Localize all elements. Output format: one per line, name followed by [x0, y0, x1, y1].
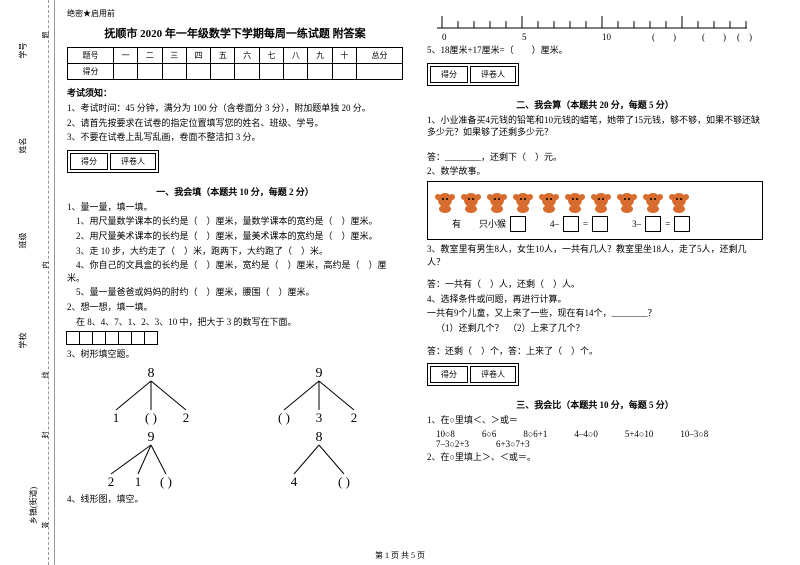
- q2: 2、想一想，填一填。: [67, 301, 403, 314]
- score-box-cell: 评卷人: [470, 66, 516, 83]
- tree-diagrams-2: 9 2 1 ( ) 8 4 ( ): [67, 429, 403, 489]
- q1-line: 1、用尺量数学课本的长约是（ ）厘米，量数学课本的宽约是（ ）厘米。: [67, 215, 403, 228]
- s2-q3: 3、教室里有男生8人，女生10人，一共有几人？教室里坐18人，走了5人，还剩几人…: [427, 243, 763, 268]
- svg-text:( ): ( ): [145, 410, 157, 425]
- dash-label: 答: [41, 522, 51, 529]
- s2-q4-line: 一共有9个儿童，又上来了一些，现在有14个，________？: [427, 307, 763, 320]
- svg-text:( ): ( ): [160, 474, 172, 489]
- compare-row: 10○86○68○6+14–4○05+4○1010–3○87–3○2+36+3○…: [427, 429, 763, 449]
- tree-4: 8 4 ( ): [264, 429, 374, 489]
- answer-boxes: [67, 331, 403, 345]
- s2-q4-ans: 答：还剩（ ）个，答：上来了（ ）个。: [427, 345, 763, 358]
- score-box-cell: 得分: [70, 153, 108, 170]
- q1-line: 3、走 10 步，大约走了（ ）米，跑两下，大约跑了（ ）米。: [67, 245, 403, 258]
- svg-text:2: 2: [183, 410, 190, 425]
- q1: 1、量一量，填一填。: [67, 201, 403, 214]
- secrecy-tag: 绝密★启用前: [67, 8, 403, 19]
- svg-text:8: 8: [148, 366, 155, 381]
- score-box-cell: 得分: [430, 66, 468, 83]
- s3-q1: 1、在○里填＜、＞或＝: [427, 414, 763, 427]
- score-box-cell: 得分: [430, 366, 468, 383]
- svg-text:0: 0: [442, 32, 447, 42]
- dash-label: 封: [41, 432, 51, 439]
- svg-text:5: 5: [522, 32, 527, 42]
- section-1-title: 一、我会填（本题共 10 分，每题 2 分）: [67, 185, 403, 198]
- q1-line: 5、量一量爸爸或妈妈的肘约（ ）厘米，腰围（ ）厘米。: [67, 286, 403, 299]
- blank-box: [510, 216, 526, 232]
- s2-q1: 1、小业准备买4元钱的铅笔和10元钱的蜡笔，她带了15元钱，够不够，如果不够还缺…: [427, 114, 763, 139]
- ruler-diagram: 0 5 10 ( ) ( ) ( ): [427, 8, 757, 42]
- monkey-equation: 有 只小猴 4– = 3– =: [432, 216, 758, 232]
- section-3-title: 三、我会比（本题共 10 分，每题 5 分）: [427, 398, 763, 411]
- svg-text:( ): ( ): [737, 32, 752, 42]
- svg-text:2: 2: [351, 410, 358, 425]
- svg-text:9: 9: [316, 366, 323, 381]
- s3-q2: 2、在○里填上＞、＜或＝。: [427, 451, 763, 464]
- s2-q4-opts: （1）还剩几个？ （2）上来了几个？: [427, 322, 763, 335]
- notice-title: 考试须知：: [67, 86, 403, 99]
- monkey-row: [432, 189, 758, 213]
- svg-text:( ): ( ): [702, 32, 726, 42]
- dash-line: [48, 0, 49, 565]
- right-column: 0 5 10 ( ) ( ) ( ) 5、18厘米+17厘米=（ ）厘米。 得分…: [415, 0, 775, 565]
- tree-3: 9 2 1 ( ): [96, 429, 206, 489]
- q5: 5、18厘米+17厘米=（ ）厘米。: [427, 44, 763, 57]
- dash-label: 线: [41, 372, 51, 379]
- svg-text:9: 9: [148, 430, 155, 445]
- tree-2: 9 ( ) 3 2: [264, 365, 374, 425]
- svg-text:( ): ( ): [338, 474, 350, 489]
- s2-q2: 2、数学故事。: [427, 165, 763, 178]
- svg-text:( ): ( ): [652, 32, 676, 42]
- score-box: 得分 评卷人: [427, 363, 519, 386]
- score-box: 得分 评卷人: [67, 150, 159, 173]
- svg-text:8: 8: [316, 430, 323, 445]
- notice-line: 3、不要在试卷上乱写乱画，卷面不整洁扣 3 分。: [67, 131, 403, 144]
- svg-text:10: 10: [602, 32, 612, 42]
- svg-text:1: 1: [135, 474, 142, 489]
- monkey-box: 有 只小猴 4– = 3– =: [427, 181, 763, 240]
- svg-text:( ): ( ): [278, 410, 290, 425]
- score-box-cell: 评卷人: [110, 153, 156, 170]
- s2-q4: 4、选择条件或问题，再进行计算。: [427, 293, 763, 306]
- eq-text: 4–: [550, 219, 559, 229]
- q1-line: 2、用尺量美术课本的长约是（ ）厘米，量美术课本的宽约是（ ）厘米。: [67, 230, 403, 243]
- svg-text:3: 3: [316, 410, 323, 425]
- blank-box: [592, 216, 608, 232]
- score-box-cell: 评卷人: [470, 366, 516, 383]
- margin-label: 乡镇(街道): [28, 487, 39, 524]
- tree-1: 8 1 ( ) 2: [96, 365, 206, 425]
- svg-text:2: 2: [108, 474, 115, 489]
- blank-box: [645, 216, 661, 232]
- notice-line: 2、请首先按要求在试卷的指定位置填写您的姓名、班级、学号。: [67, 117, 403, 130]
- margin-label: 学校: [18, 333, 29, 349]
- svg-text:1: 1: [113, 410, 120, 425]
- q4: 4、线形图，填空。: [67, 493, 403, 506]
- s2-q1-ans: 答：________，还剩下（ ）元。: [427, 151, 763, 164]
- left-column: 绝密★启用前 抚顺市 2020 年一年级数学下学期每周一练试题 附答案 题号一二…: [55, 0, 415, 565]
- q1-line: 4、你自己的文具盒的长约是（ ）厘米，宽约是（ ）厘米，高约是（ ）厘米。: [67, 259, 403, 284]
- blank-box: [563, 216, 579, 232]
- margin-label: 学号: [18, 43, 29, 59]
- eq-text: 3–: [632, 219, 641, 229]
- svg-text:4: 4: [291, 474, 298, 489]
- exam-title: 抚顺市 2020 年一年级数学下学期每周一练试题 附答案: [67, 25, 403, 41]
- score-table: 题号一二三四五六七八九十总分 得分: [67, 47, 403, 80]
- q2-line: 在 8、4、7、1、2、3、10 中，把大于 3 的数写在下面。: [67, 316, 403, 329]
- blank-box: [674, 216, 690, 232]
- dash-label: 内: [41, 262, 51, 269]
- score-box: 得分 评卷人: [427, 63, 519, 86]
- dash-label: 题: [41, 32, 51, 39]
- page-footer: 第 1 页 共 5 页: [375, 550, 425, 561]
- q3: 3、树形填空题。: [67, 348, 403, 361]
- margin-label: 姓名: [18, 138, 29, 154]
- margin-label: 班级: [18, 233, 29, 249]
- notice-line: 1、考试时间：45 分钟，满分为 100 分（含卷面分 3 分），附加题单独 2…: [67, 102, 403, 115]
- eq-text: =: [583, 219, 588, 229]
- section-2-title: 二、我会算（本题共 20 分，每题 5 分）: [427, 98, 763, 111]
- eq-text: 有 只小猴: [452, 217, 506, 230]
- tree-diagrams: 8 1 ( ) 2 9 ( ) 3 2: [67, 365, 403, 425]
- s2-q3-ans: 答：一共有（ ）人，还剩（ ）人。: [427, 278, 763, 291]
- eq-text: =: [665, 219, 670, 229]
- binding-margin: 学号 姓名 班级 学校 乡镇(街道) 题 内 线 封 答: [0, 0, 55, 565]
